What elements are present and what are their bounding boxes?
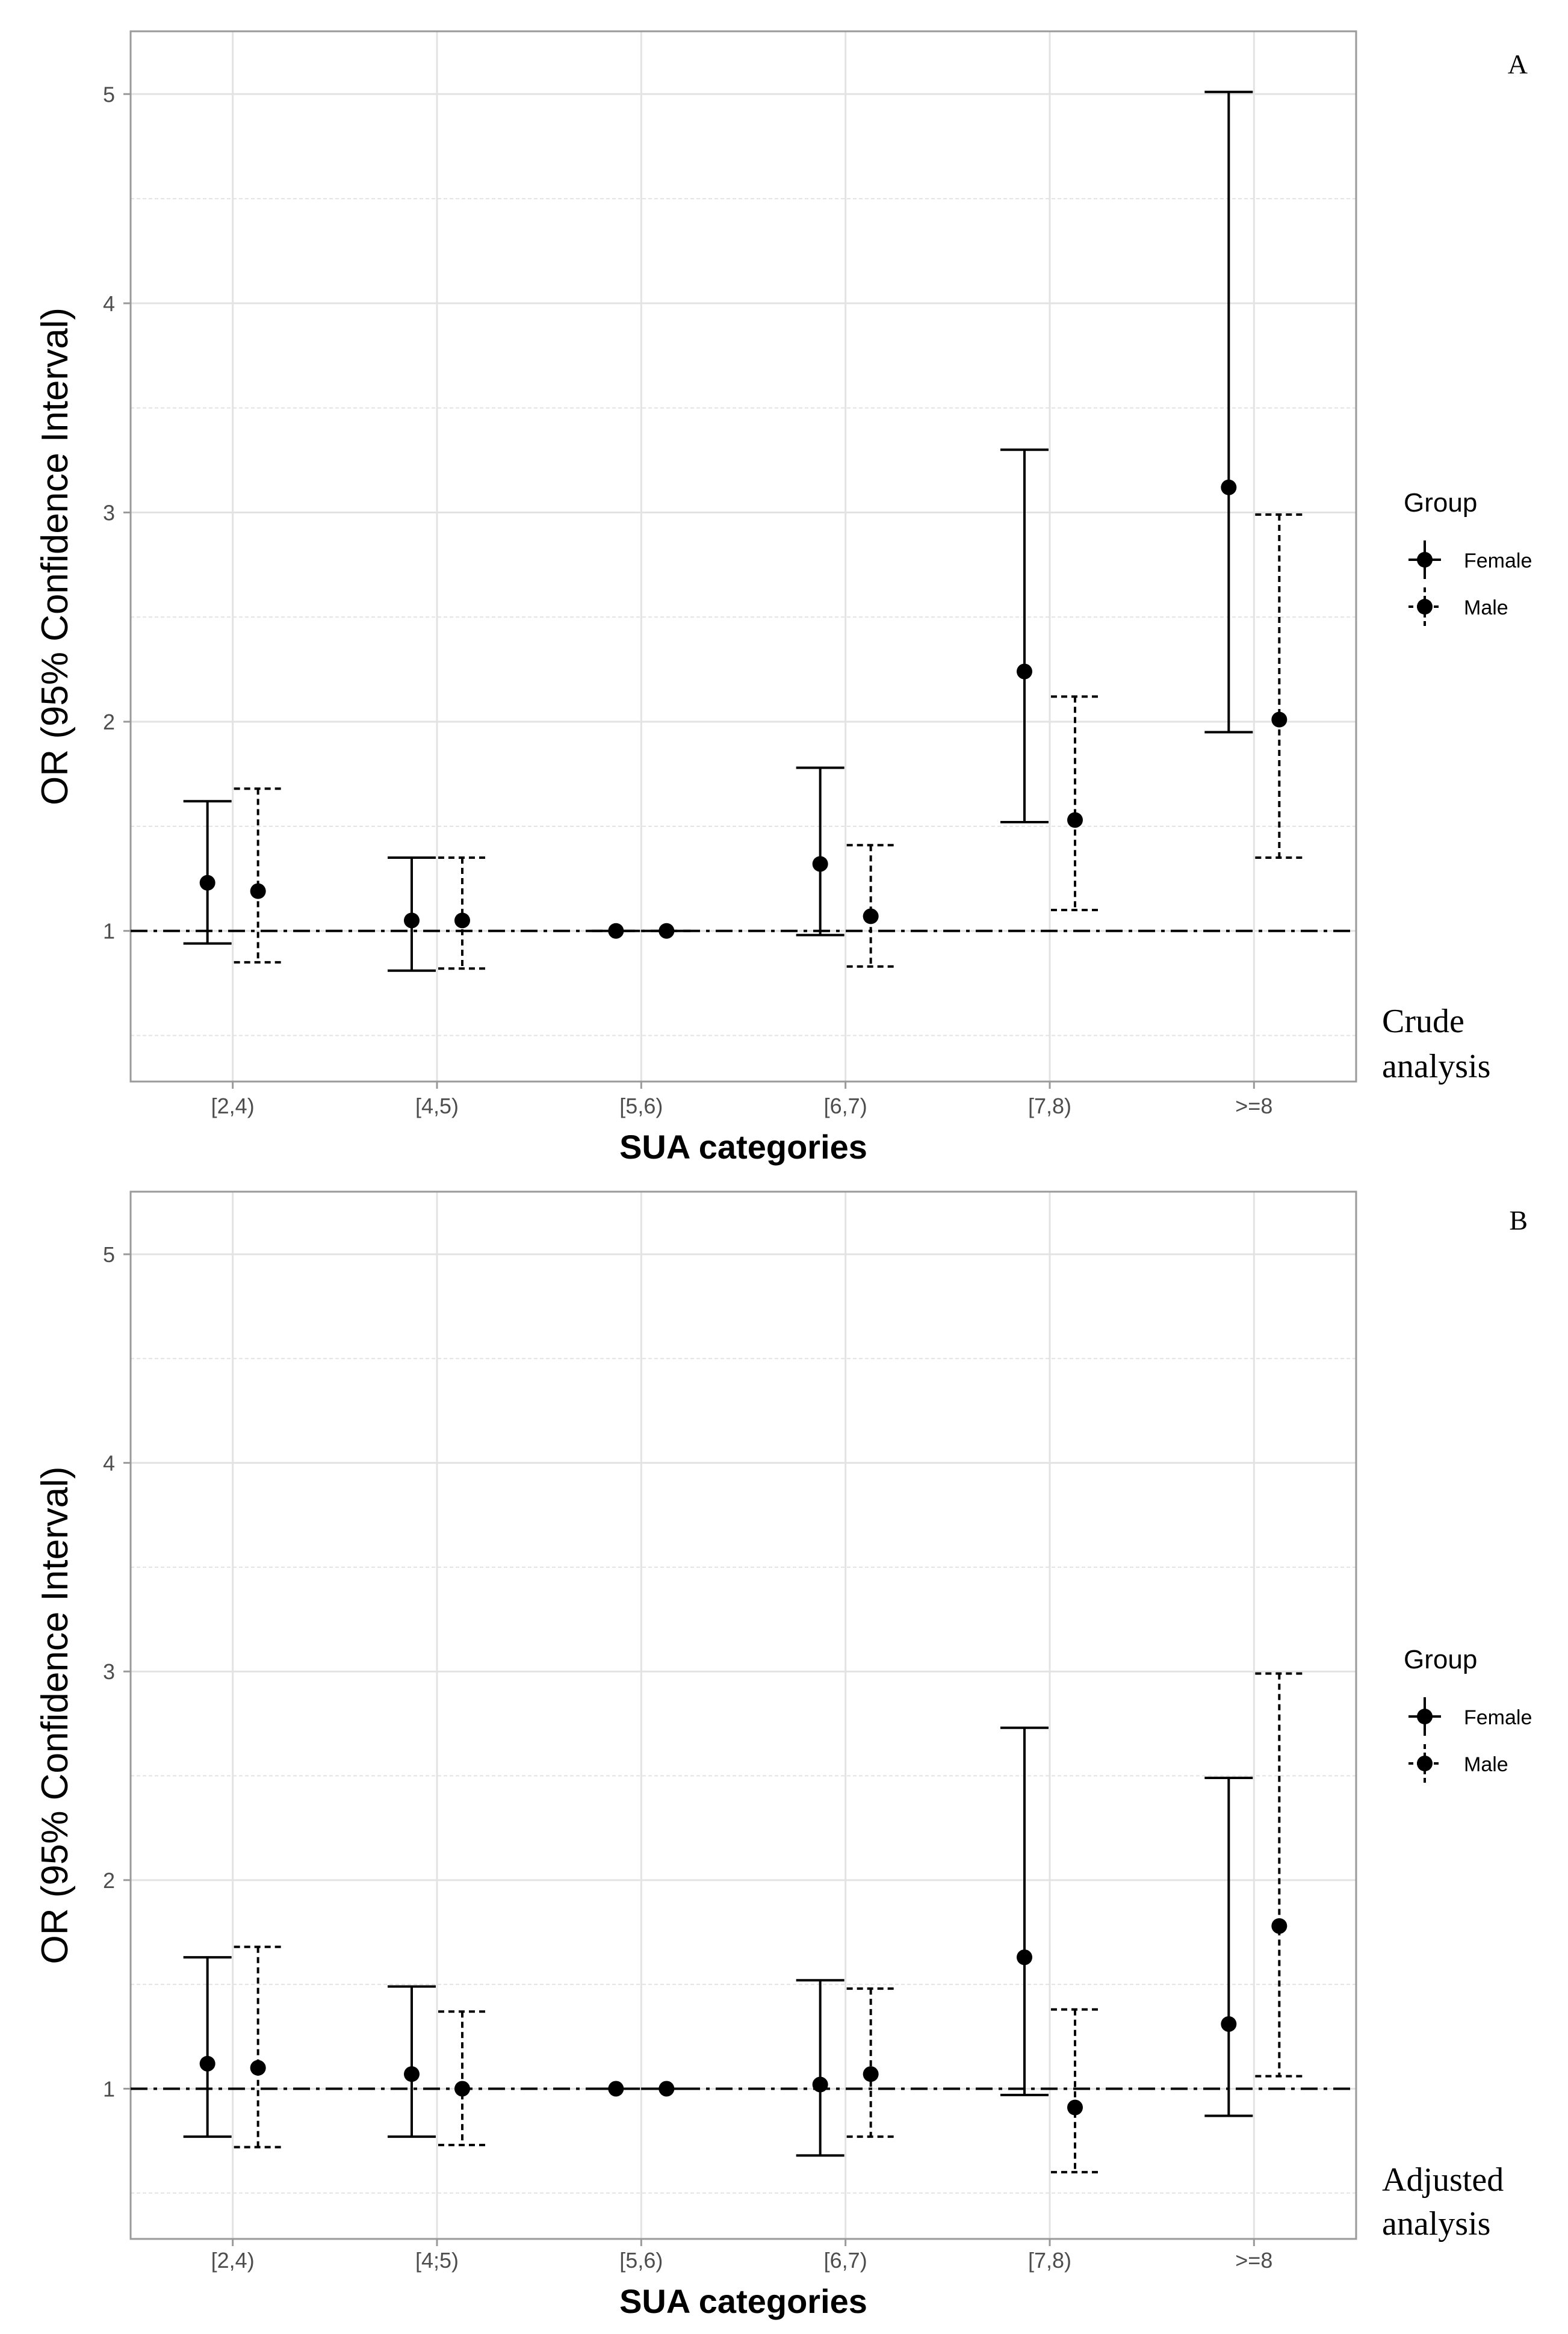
point-male [863,908,879,924]
legend: Group Female Male [1404,488,1532,626]
analysis-label: analysis [1382,1048,1490,1085]
panel-label: B [1509,1205,1528,1236]
legend-label-female: Female [1464,1706,1532,1729]
panel-b: 1 2 3 4 5 [2,4) [4;5) [5,6) [6,7) [7,8) >=8 SUA cat… [34,1190,1532,2320]
point-female [1221,479,1237,495]
point-female [1221,2016,1237,2032]
panel-label: A [1508,49,1528,79]
point-female [199,2055,215,2072]
x-tick-label: >=8 [1235,1094,1272,1118]
x-tick-label: [4;5) [415,2248,459,2273]
point-male [250,2060,266,2076]
legend-key-point-male [1417,599,1433,614]
panel-a: 1 2 3 4 5 [2,4) [4,5) [5,6) [6,7) [7,8) >=8 SUA cat… [34,30,1532,1166]
point-male [1067,812,1083,828]
point-female [199,874,215,891]
analysis-label: analysis [1382,2205,1490,2243]
legend-label-male: Male [1464,596,1508,619]
y-tick-label: 4 [103,1451,115,1476]
x-tick-label: [6,7) [824,1094,867,1118]
x-tick-label: [7,8) [1028,1094,1071,1118]
plot-frame [129,1190,1357,2240]
y-tick-label: 5 [103,1242,115,1267]
x-axis-label: SUA categories [619,1128,867,1166]
point-female [404,2066,420,2082]
y-tick-label: 1 [103,2076,115,2101]
point-male [1271,711,1288,728]
point-female [812,2076,828,2093]
x-tick-label: [5,6) [619,2248,663,2273]
point-male [250,883,266,899]
point-female [1017,663,1032,679]
legend-title: Group [1404,1645,1477,1674]
legend-title: Group [1404,488,1477,518]
point-male [454,912,470,929]
point-male [658,2081,675,2097]
point-male [658,923,675,939]
point-male [1271,1918,1288,1934]
point-female [608,923,624,939]
legend-label-male: Male [1464,1753,1508,1776]
legend-key-point-female [1417,1709,1433,1724]
point-male [863,2066,879,2082]
analysis-label: Adjusted [1382,2161,1504,2199]
x-axis-label: SUA categories [619,2282,867,2320]
point-female [404,912,420,929]
plot-frame [129,30,1357,1083]
point-male [1067,2099,1083,2116]
x-tick-label: [2,4) [211,1094,255,1118]
point-male [454,2081,470,2097]
x-tick-label: [5,6) [619,1094,663,1118]
legend-key-point-female [1417,552,1433,568]
y-tick-label: 5 [103,82,115,107]
y-tick-label: 2 [103,710,115,734]
legend: Group Female Male [1404,1645,1532,1783]
legend-key-point-male [1417,1756,1433,1771]
analysis-label: Crude [1382,1003,1464,1040]
y-tick-label: 4 [103,291,115,316]
x-tick-label: [6,7) [824,2248,867,2273]
y-tick-label: 3 [103,1659,115,1684]
y-axis-label: OR (95% Confidence Interval) [34,1466,76,1964]
legend-label-female: Female [1464,549,1532,572]
point-female [812,856,828,872]
y-tick-label: 1 [103,919,115,944]
y-tick-label: 2 [103,1868,115,1893]
x-tick-label: [4,5) [415,1094,459,1118]
x-tick-label: [2,4) [211,2248,255,2273]
y-axis-label: OR (95% Confidence Interval) [34,308,76,805]
x-tick-label: >=8 [1235,2248,1272,2273]
y-tick-label: 3 [103,501,115,525]
point-female [1017,1949,1032,1966]
point-female [608,2081,624,2097]
x-tick-label: [7,8) [1028,2248,1071,2273]
